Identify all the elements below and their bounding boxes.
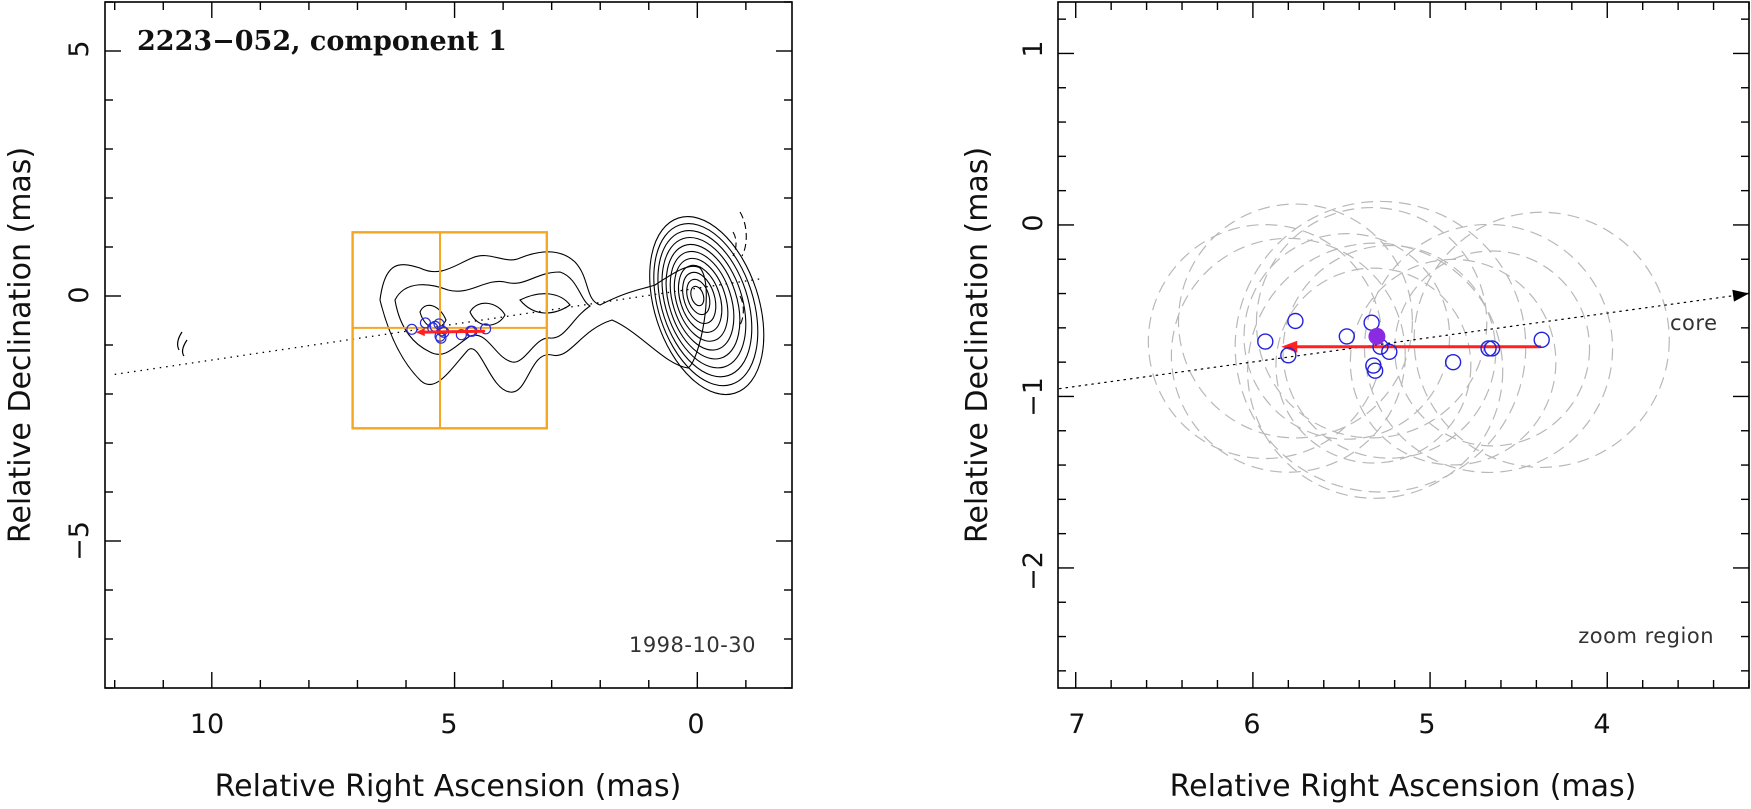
core-contour (665, 243, 741, 360)
uncertainty-circle (1243, 233, 1451, 440)
core-contour (649, 216, 765, 396)
core-contour (690, 285, 705, 307)
panel-1-xtick-5: 5 (440, 709, 457, 740)
uncertainty-circle (1255, 206, 1488, 439)
epoch-date: 1998-10-30 (629, 633, 756, 657)
core-contour (677, 264, 723, 333)
panel-1-ylabel: Relative Declination (mas) (3, 147, 38, 543)
uncertainty-circle (1147, 224, 1383, 460)
uncertainty-circle (1349, 258, 1557, 466)
panel-2: core zoom region 7 6 5 4 1 0 −1 −2 Relat… (960, 1, 1750, 804)
panel-2-ticks (1058, 2, 1750, 688)
jet-contour (469, 302, 506, 326)
jet-contour (394, 271, 592, 363)
jet-contour (419, 304, 447, 329)
component-position (433, 318, 445, 330)
negative-contour (732, 231, 737, 257)
component-position (1483, 340, 1501, 357)
panel-2-xtick-6: 6 (1243, 709, 1260, 740)
component-position (1444, 353, 1462, 371)
panel-1-xtick-10: 10 (190, 709, 224, 740)
panel-1-ytick-neg5: −5 (64, 521, 95, 561)
panel-2-ytick-0: 0 (1018, 214, 1049, 231)
core-contour (673, 257, 729, 342)
mean-position (1368, 327, 1386, 345)
panel-1-ytick-0: 0 (64, 286, 95, 303)
core-contour (682, 271, 717, 325)
core-contour (661, 236, 747, 369)
component-position (1366, 362, 1384, 379)
motion-vector-head (415, 328, 425, 337)
noise-contour (176, 331, 183, 351)
component-position (1533, 331, 1550, 349)
panel-1-title: 2223−052, component 1 (137, 26, 507, 57)
panel-2-ytick-neg1: −1 (1018, 377, 1049, 417)
panel-2-xtick-4: 4 (1593, 709, 1610, 740)
contour-map (176, 211, 765, 396)
uncertainty-circle (1275, 267, 1472, 464)
jet-contour (519, 293, 571, 314)
component-position (480, 323, 492, 335)
jet-contour (379, 251, 707, 393)
panel-2-xlabel: Relative Right Ascension (mas) (1170, 769, 1637, 804)
panel-1: 2223−052, component 1 1998-10-30 10 5 0 … (3, 1, 793, 804)
component-position (406, 323, 418, 335)
zoom-region-label: zoom region (1578, 624, 1714, 648)
uncertainty-circle (1170, 237, 1406, 473)
panel-2-xtick-5: 5 (1418, 709, 1435, 740)
component-position (1480, 340, 1497, 357)
panel-1-ticks (105, 1, 792, 689)
uncertainty-circle (1413, 211, 1670, 469)
negative-contour (739, 211, 747, 257)
core-contour (657, 229, 753, 378)
panel-2-ylabel: Relative Declination (mas) (960, 147, 995, 543)
component-position (1280, 347, 1297, 364)
panel-2-frame (1057, 1, 1750, 689)
panel-1-ytick-5: 5 (64, 40, 95, 57)
core-contour (669, 250, 735, 351)
uncertainty-circle (1363, 223, 1614, 474)
panel-1-xtick-0: 0 (687, 709, 704, 740)
jet-axis-arrow (1058, 295, 1734, 390)
jet-axis-arrow-head (1732, 289, 1749, 302)
panel-2-ytick-neg2: −2 (1018, 551, 1049, 591)
panel-2-xtick-7: 7 (1068, 709, 1085, 740)
core-contour (653, 223, 759, 387)
component-position (1287, 312, 1304, 330)
panel-2-ytick-1: 1 (1018, 40, 1049, 57)
negative-contour (739, 295, 744, 326)
zoom-box (351, 231, 549, 430)
uncertainty-circle (1282, 244, 1497, 459)
uncertainty-circle (1177, 203, 1413, 439)
component-position (1338, 328, 1356, 345)
core-contour (686, 278, 711, 316)
component-position (1257, 333, 1274, 350)
noise-contour (181, 339, 188, 357)
uncertainty-circle (1246, 242, 1504, 499)
component-position (1381, 343, 1398, 361)
uncertainty-circle (1394, 250, 1591, 447)
core-label: core (1670, 311, 1718, 335)
motion-vector (423, 329, 486, 334)
panel-1-xlabel: Relative Right Ascension (mas) (215, 769, 682, 804)
